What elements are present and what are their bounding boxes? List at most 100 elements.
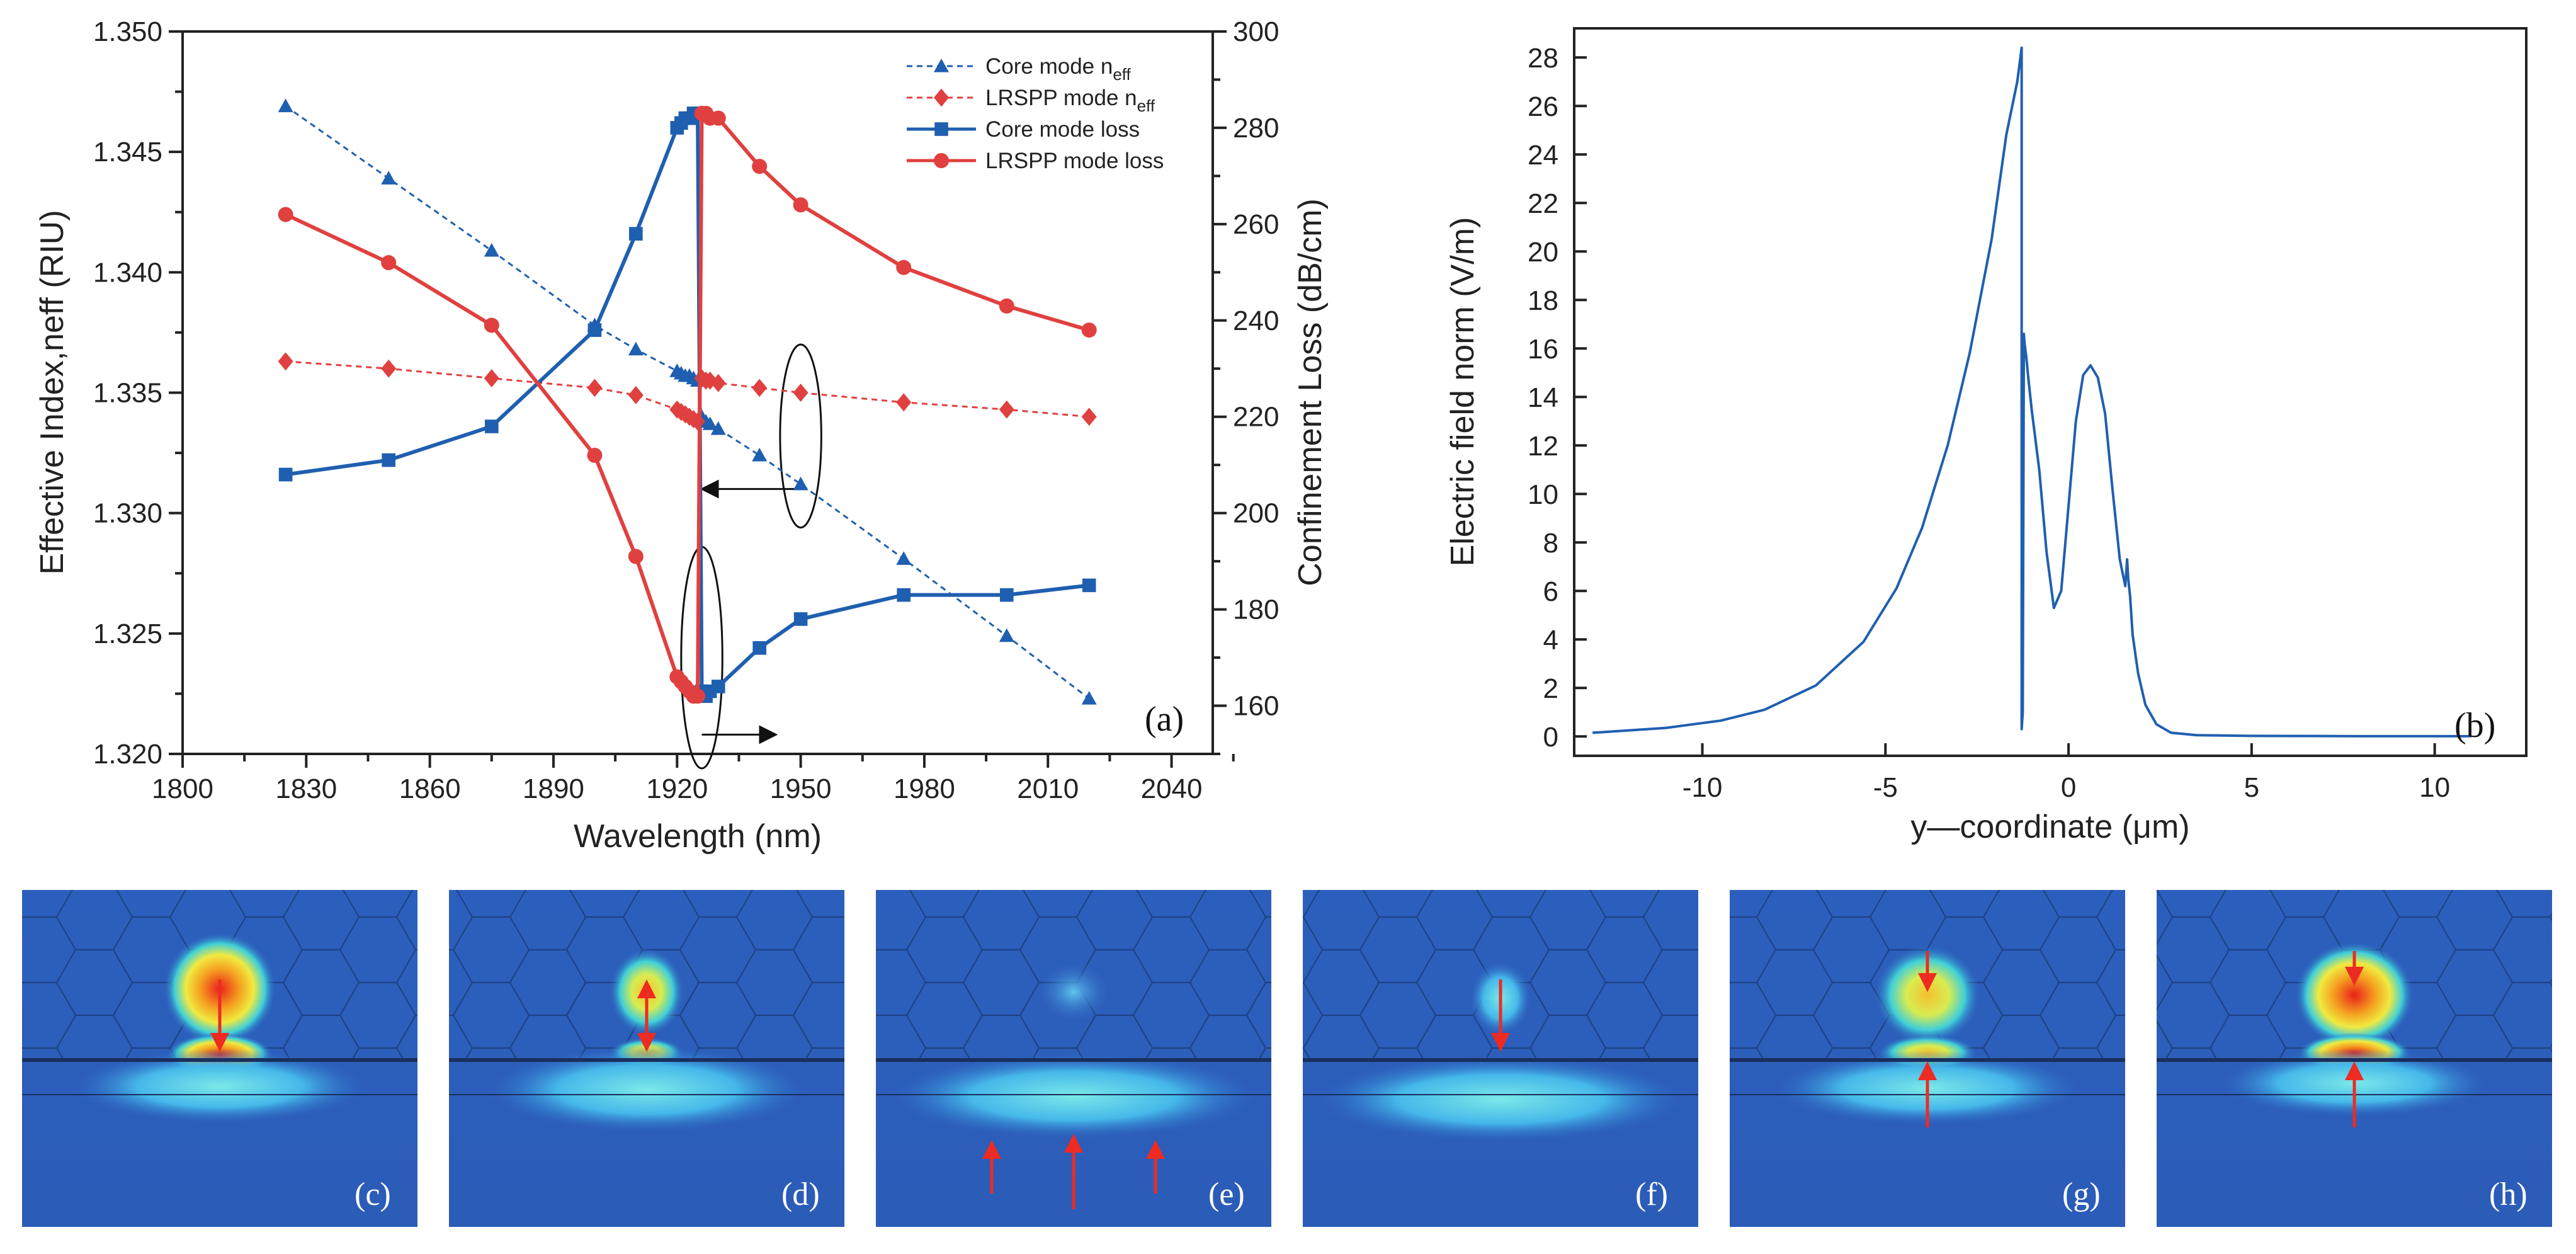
series-group-b <box>1592 46 2471 738</box>
y-left-tick-label-a: 1.350 <box>93 16 162 47</box>
x-tick-label-a: 1890 <box>523 773 584 804</box>
y-left-axis-ticks-a: 1.320 1.325 1.330 1.335 1.340 1.345 1.350 <box>93 16 183 770</box>
y-left-tick-label-a: 1.340 <box>93 257 162 288</box>
mode-panel-content <box>876 890 1271 1209</box>
mode-panel-content <box>1303 890 1698 1143</box>
series-point-a <box>278 467 293 482</box>
y-tick-label-b: 20 <box>1528 237 1558 268</box>
series-point-a <box>793 384 809 402</box>
series-point-a <box>278 98 293 113</box>
x-tick-label-b: -5 <box>1873 772 1898 803</box>
y-left-tick-label-a: 1.320 <box>93 739 162 770</box>
field-profile-line <box>1592 46 2471 738</box>
y-tick-label-b: 10 <box>1528 479 1558 510</box>
y-tick-label-b: 8 <box>1543 528 1558 559</box>
series-point-a <box>896 393 912 412</box>
x-axis-ticks-b: -10 -5 0 5 10 <box>1682 743 2450 803</box>
x-tick-label-a: 1920 <box>646 773 708 804</box>
x-tick-label-a: 1830 <box>275 773 337 804</box>
series-point-a <box>752 379 768 397</box>
y-left-axis-title-a: Effective Index,neff (RIU) <box>34 210 71 574</box>
y-right-tick-label-a: 240 <box>1233 305 1279 336</box>
y-tick-label-b: 4 <box>1543 625 1558 656</box>
mode-field-intensity <box>1036 960 1111 1023</box>
mode-panel-d: (d) <box>449 890 844 1227</box>
y-tick-label-b: 14 <box>1528 382 1558 413</box>
y-right-tick-label-a: 200 <box>1233 498 1279 529</box>
y-tick-label-b: 0 <box>1543 722 1558 753</box>
panel-a-chart: 1800 1830 1860 1890 1920 1950 1980 2010 2040 1.3… <box>34 16 1329 855</box>
legend-label-subscript: eff <box>1113 65 1131 84</box>
y-tick-label-b: 26 <box>1528 91 1558 122</box>
y-right-tick-label-a: 260 <box>1233 209 1279 240</box>
mode-panel-content <box>22 890 417 1124</box>
y-axis-title-b: Electric field norm (V/m) <box>1444 217 1481 567</box>
x-tick-label-a: 1860 <box>399 773 461 804</box>
legend-label: Core mode loss <box>985 117 1140 142</box>
mode-panel-content <box>449 890 844 1134</box>
x-tick-label-b: 10 <box>2419 772 2450 803</box>
y-left-tick-label-a: 1.335 <box>93 378 162 409</box>
y-tick-label-b: 18 <box>1528 285 1558 316</box>
series-point-a <box>710 421 726 435</box>
mode-panel-e: (e) <box>876 890 1271 1227</box>
legend-marker <box>934 88 949 107</box>
x-tick-label-a: 1980 <box>894 773 955 804</box>
x-tick-label-a: 1800 <box>152 773 213 804</box>
series-point-a <box>1082 578 1096 593</box>
series-point-a <box>999 628 1014 642</box>
mode-panel-content <box>2157 890 2552 1127</box>
series-point-a <box>710 110 726 126</box>
mode-field-panels: (c) (d) (e) (f) (g) (h) <box>22 890 2552 1227</box>
series-point-a <box>793 197 809 213</box>
series-point-a <box>278 207 293 222</box>
mode-field-intensity <box>1312 1055 1689 1143</box>
series-point-a <box>484 317 499 333</box>
series-point-a <box>628 549 644 564</box>
y-left-tick-label-a: 1.330 <box>93 498 162 529</box>
series-point-a <box>702 416 718 430</box>
panel-label-d: (d) <box>781 1177 820 1212</box>
series-point-a <box>278 352 293 371</box>
series-point-a <box>484 369 499 387</box>
panel-label-a: (a) <box>1145 700 1184 739</box>
series-point-a <box>999 298 1014 314</box>
mode-field-intensity <box>1874 945 1981 1046</box>
legend-label-text: LRSPP mode n <box>985 86 1137 110</box>
mode-panel-c: (c) <box>22 890 417 1227</box>
panel-label-c: (c) <box>355 1177 391 1212</box>
legend-label: LRSPP mode neff <box>985 86 1155 115</box>
series-point-a <box>896 259 912 275</box>
legend-label: Core mode neff <box>985 54 1132 84</box>
mode-panel-content <box>1730 890 2125 1127</box>
series-point-a <box>1081 691 1097 705</box>
mode-field-intensity <box>2295 942 2414 1049</box>
series-point-a <box>710 373 726 392</box>
y-right-tick-label-a: 180 <box>1233 595 1279 625</box>
legend-label-subscript: eff <box>1137 96 1155 115</box>
y-tick-label-b: 16 <box>1528 334 1558 365</box>
legend-marker <box>934 153 949 168</box>
panel-label-f: (f) <box>1635 1177 1668 1212</box>
x-tick-label-b: -10 <box>1682 772 1723 803</box>
mode-field-intensity <box>69 1049 371 1124</box>
legend-label-text: Core mode loss <box>985 117 1140 142</box>
panel-label-b: (b) <box>2454 706 2495 745</box>
series-point-a <box>752 641 766 655</box>
series-point-a <box>752 447 768 462</box>
y-tick-label-b: 24 <box>1528 140 1558 171</box>
plot-frame-b <box>1573 27 2528 757</box>
series-point-a <box>999 400 1014 419</box>
y-tick-label-b: 28 <box>1528 43 1558 74</box>
panel-label-h: (h) <box>2489 1177 2528 1212</box>
mode-field-intensity <box>483 1046 810 1134</box>
series-point-a <box>381 255 397 271</box>
series-point-a <box>897 588 911 602</box>
y-tick-label-b: 12 <box>1528 431 1558 462</box>
mode-panel-f: (f) <box>1303 890 1698 1227</box>
y-right-tick-label-a: 300 <box>1233 16 1279 47</box>
legend-label-text: Core mode n <box>985 54 1113 79</box>
legend-marker <box>934 59 949 72</box>
series-group-a <box>278 98 1097 705</box>
